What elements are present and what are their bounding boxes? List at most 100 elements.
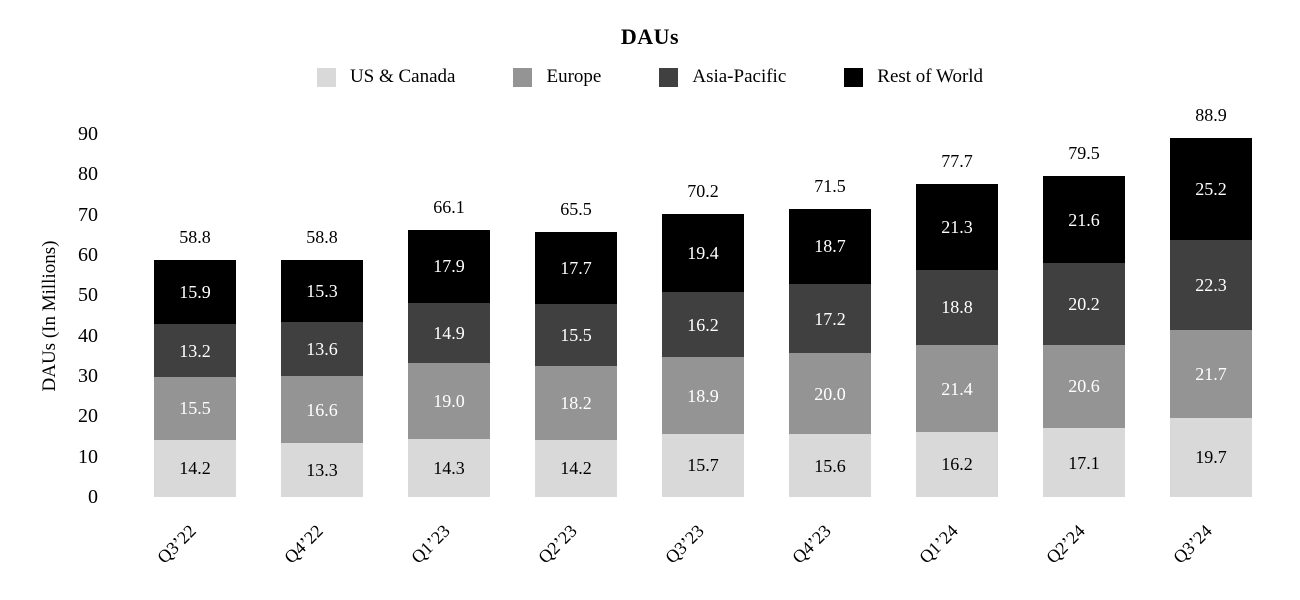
legend-item: Rest of World <box>844 66 983 88</box>
segment-value-label: 17.1 <box>1068 452 1100 473</box>
segment-value-label: 15.3 <box>306 280 338 301</box>
y-tick-label: 90 <box>78 123 98 145</box>
segment-value-label: 17.9 <box>433 256 465 277</box>
legend-item: US & Canada <box>316 66 456 88</box>
x-tick-label: Q2’23 <box>534 520 581 568</box>
bar-segment <box>535 366 617 440</box>
bar-segment <box>1043 344 1125 429</box>
segment-value-label: 13.6 <box>306 338 338 359</box>
legend-label: Europe <box>546 66 602 87</box>
legend-item: Europe <box>513 66 601 88</box>
segment-value-label: 16.2 <box>941 454 973 475</box>
segment-value-label: 18.2 <box>560 393 592 414</box>
legend-item: Asia-Pacific <box>659 66 786 88</box>
bar-segment <box>662 357 744 434</box>
x-tick-label: Q1’24 <box>915 520 962 568</box>
bar-total-label: 58.8 <box>179 226 211 247</box>
bar-segment <box>789 208 871 285</box>
bar-segment <box>154 259 236 324</box>
bar-total-label: 79.5 <box>1068 143 1100 164</box>
segment-value-label: 20.2 <box>1068 294 1100 315</box>
segment-value-label: 21.6 <box>1068 209 1100 230</box>
segment-value-label: 15.6 <box>814 455 846 476</box>
bar-segment <box>1170 417 1252 497</box>
y-tick-label: 30 <box>78 365 98 387</box>
bar-total-label: 66.1 <box>433 197 465 218</box>
y-tick-label: 40 <box>78 324 98 347</box>
bar-segment <box>789 284 871 354</box>
bar-segment <box>1043 263 1125 345</box>
bar-segment <box>662 292 744 358</box>
bar-total-label: 70.2 <box>687 180 719 201</box>
x-tick-label: Q1’23 <box>407 520 454 568</box>
segment-value-label: 14.2 <box>179 458 211 479</box>
segment-value-label: 17.7 <box>560 258 592 279</box>
legend-label: Asia-Pacific <box>692 66 787 87</box>
segment-value-label: 14.3 <box>433 458 465 479</box>
segment-value-label: 22.3 <box>1195 275 1227 296</box>
bar-segment <box>789 353 871 435</box>
segment-value-label: 21.4 <box>941 378 973 399</box>
y-tick-label: 50 <box>78 284 98 307</box>
segment-value-label: 15.5 <box>179 398 211 419</box>
chart-title: DAUs <box>620 24 680 49</box>
legend-swatch <box>316 67 336 87</box>
legend: US & Canada Europe Asia-Pacific Rest of Wor… <box>0 66 1300 88</box>
legend-swatch <box>844 67 864 87</box>
bar-total-label: 71.5 <box>814 175 846 196</box>
x-tick-label: Q2’24 <box>1042 520 1089 568</box>
bar-segment <box>916 183 998 270</box>
bar-segment <box>535 439 617 497</box>
bar-segment <box>916 431 998 497</box>
bar-segment <box>1043 428 1125 497</box>
legend-label: Rest of World <box>877 66 984 87</box>
x-tick-label: Q4’23 <box>788 520 835 568</box>
bar-total-label: 65.5 <box>560 199 592 220</box>
y-tick-label: 20 <box>78 405 98 428</box>
x-tick-label: Q3’22 <box>153 520 200 568</box>
segment-value-label: 15.9 <box>179 281 211 302</box>
bar-total-label: 88.9 <box>1195 105 1227 126</box>
bar-segment <box>916 269 998 346</box>
bar-segment <box>662 213 744 293</box>
legend-label: US & Canada <box>349 66 456 87</box>
bar-segment <box>154 323 236 378</box>
bar-segment <box>408 302 490 363</box>
bar-segment <box>662 433 744 497</box>
x-tick-label: Q4’22 <box>280 520 327 568</box>
bar-segment <box>408 230 490 303</box>
segment-value-label: 16.6 <box>306 399 338 420</box>
bar-segment <box>1170 330 1252 418</box>
bar-segment <box>281 443 363 497</box>
y-tick-label: 70 <box>78 203 98 226</box>
segment-value-label: 20.6 <box>1068 376 1100 397</box>
bar-segment <box>281 376 363 444</box>
y-tick-label: 80 <box>78 163 98 186</box>
bar-segment <box>281 259 363 322</box>
bar-segment <box>535 303 617 367</box>
bar-segment <box>916 345 998 432</box>
segment-value-label: 13.2 <box>179 340 211 361</box>
bar-segment <box>1043 176 1125 264</box>
segment-value-label: 18.7 <box>814 236 846 257</box>
segment-value-label: 16.2 <box>687 314 719 335</box>
segment-value-label: 19.7 <box>1195 447 1227 468</box>
y-tick-label: 60 <box>78 244 98 266</box>
bar-segment <box>408 362 490 440</box>
segment-value-label: 19.4 <box>687 242 719 263</box>
bar-segment <box>281 321 363 377</box>
segment-value-label: 14.9 <box>433 322 465 343</box>
segment-value-label: 17.2 <box>814 308 846 329</box>
bar-segment <box>154 439 236 497</box>
bar-segment <box>1170 138 1252 241</box>
y-tick-label: 0 <box>88 486 98 508</box>
bar-segment <box>408 439 490 497</box>
x-tick-label: Q3’23 <box>661 520 708 568</box>
segment-value-label: 21.3 <box>941 216 973 237</box>
legend-swatch <box>513 67 533 87</box>
segment-value-label: 14.2 <box>560 458 592 479</box>
segment-value-label: 21.7 <box>1195 363 1227 384</box>
segment-value-label: 19.0 <box>433 391 465 411</box>
segment-value-label: 15.7 <box>687 455 719 476</box>
